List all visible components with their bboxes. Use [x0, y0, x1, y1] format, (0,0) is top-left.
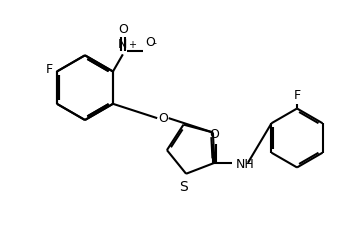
Text: O: O — [210, 128, 219, 141]
Text: O: O — [158, 112, 168, 125]
Text: O: O — [145, 36, 155, 49]
Text: O: O — [118, 23, 128, 36]
Text: +: + — [128, 40, 136, 50]
Text: F: F — [293, 89, 301, 102]
Text: NH: NH — [236, 158, 255, 171]
Text: N: N — [118, 38, 127, 52]
Text: F: F — [46, 63, 53, 76]
Text: -: - — [152, 39, 156, 48]
Text: S: S — [179, 180, 187, 194]
